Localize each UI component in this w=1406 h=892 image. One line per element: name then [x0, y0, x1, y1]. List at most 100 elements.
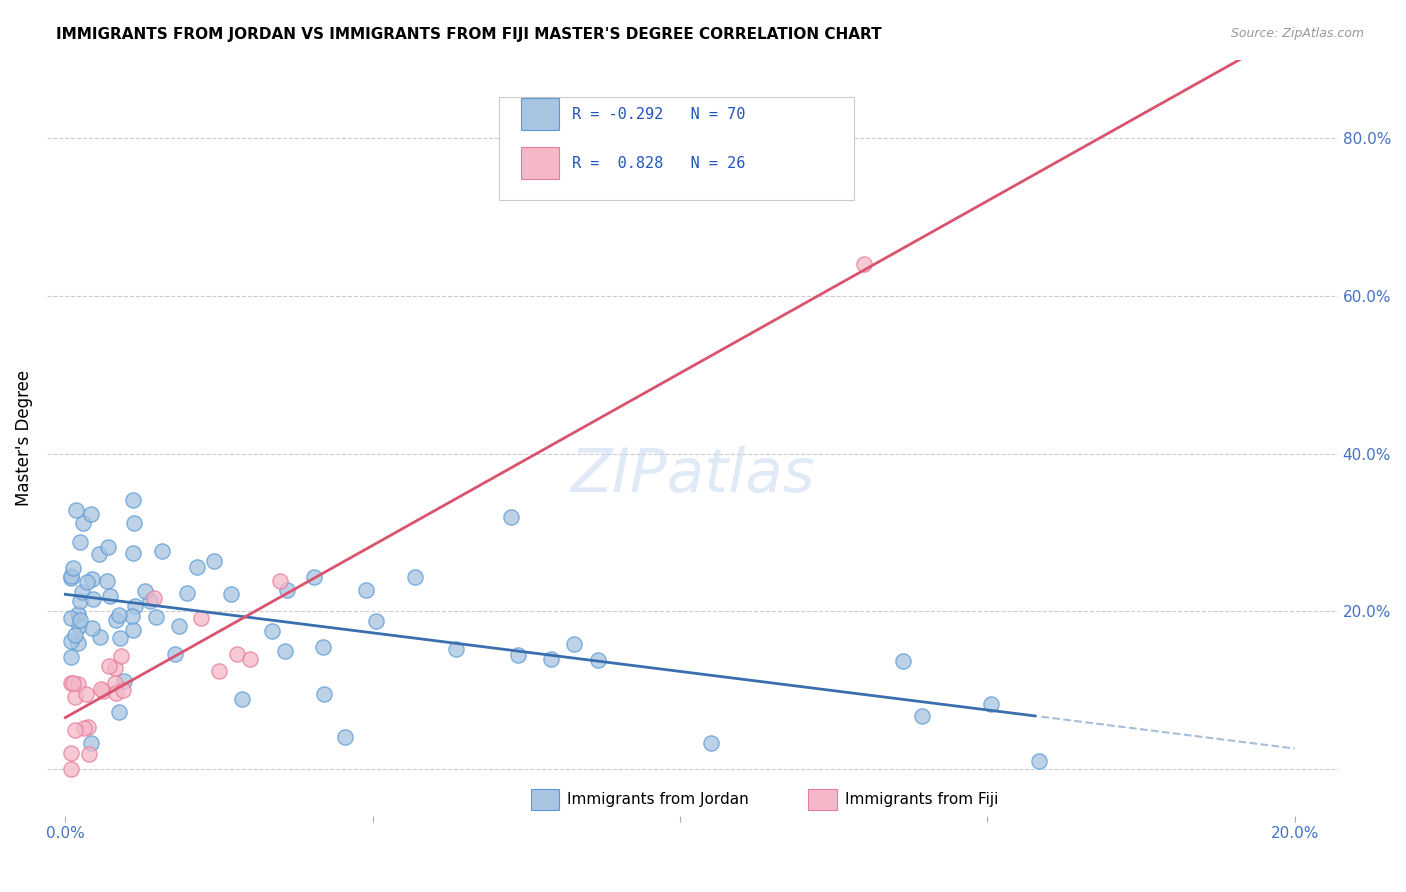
Point — [89, 630, 111, 644]
Point — [190, 611, 212, 625]
Point — [176, 586, 198, 600]
Point — [62, 676, 84, 690]
Point — [354, 583, 377, 598]
Text: Immigrants from Jordan: Immigrants from Jordan — [567, 792, 749, 806]
Point — [108, 631, 131, 645]
Point — [98, 589, 121, 603]
Point — [103, 676, 125, 690]
Point — [269, 574, 291, 588]
FancyBboxPatch shape — [520, 98, 560, 130]
Point — [366, 614, 388, 628]
FancyBboxPatch shape — [499, 97, 853, 200]
Point — [273, 644, 295, 658]
Point — [76, 574, 98, 589]
Point — [80, 507, 103, 521]
Point — [312, 640, 335, 655]
Point — [108, 608, 131, 623]
Text: Immigrants from Fiji: Immigrants from Fiji — [845, 792, 998, 806]
Point — [67, 618, 90, 632]
Point — [60, 746, 83, 760]
Text: R =  0.828   N = 26: R = 0.828 N = 26 — [572, 156, 745, 170]
Point — [276, 582, 298, 597]
Point — [186, 560, 208, 574]
Point — [586, 653, 609, 667]
Point — [75, 687, 97, 701]
Point — [72, 516, 94, 530]
Point — [60, 611, 83, 625]
Point — [60, 633, 83, 648]
Point — [239, 651, 262, 665]
Point — [98, 659, 121, 673]
Text: Source: ZipAtlas.com: Source: ZipAtlas.com — [1230, 27, 1364, 40]
Point — [134, 584, 156, 599]
FancyBboxPatch shape — [531, 789, 560, 810]
FancyBboxPatch shape — [520, 147, 560, 179]
Point — [122, 624, 145, 638]
Text: IMMIGRANTS FROM JORDAN VS IMMIGRANTS FROM FIJI MASTER'S DEGREE CORRELATION CHART: IMMIGRANTS FROM JORDAN VS IMMIGRANTS FRO… — [56, 27, 882, 42]
Point — [124, 516, 146, 530]
Point — [69, 534, 91, 549]
Point — [444, 642, 467, 657]
Point — [152, 544, 174, 558]
Point — [121, 545, 143, 559]
Text: ZIPatlas: ZIPatlas — [569, 446, 814, 505]
Point — [911, 708, 934, 723]
Point — [96, 574, 118, 588]
Point — [333, 730, 356, 744]
Point — [91, 684, 114, 698]
Point — [112, 673, 135, 688]
Point — [97, 541, 120, 555]
Point — [202, 553, 225, 567]
Point — [104, 613, 127, 627]
Point — [139, 594, 162, 608]
Point — [302, 570, 325, 584]
Point — [231, 691, 253, 706]
Point — [508, 648, 530, 663]
Point — [110, 649, 132, 664]
Point — [87, 547, 110, 561]
Point — [90, 682, 112, 697]
Text: R = -0.292   N = 70: R = -0.292 N = 70 — [572, 106, 745, 121]
Point — [221, 587, 243, 601]
Point — [60, 762, 83, 776]
FancyBboxPatch shape — [808, 789, 837, 810]
Point — [76, 721, 98, 735]
Point — [501, 509, 523, 524]
Point — [60, 569, 83, 583]
Point — [891, 654, 914, 668]
Point — [66, 636, 89, 650]
Point — [70, 585, 93, 599]
Point — [262, 624, 284, 638]
Point — [65, 503, 87, 517]
Point — [79, 747, 101, 761]
Point — [404, 570, 426, 584]
Point — [82, 591, 104, 606]
Point — [165, 647, 187, 661]
Point — [121, 492, 143, 507]
Point — [1028, 754, 1050, 768]
Point — [62, 561, 84, 575]
Point — [700, 735, 723, 749]
Point — [143, 591, 166, 605]
Point — [66, 676, 89, 690]
Point — [69, 594, 91, 608]
Point — [65, 723, 87, 737]
Point — [66, 607, 89, 621]
Point — [73, 722, 96, 736]
Point — [167, 619, 190, 633]
Point — [540, 652, 562, 666]
Point — [105, 686, 128, 700]
Point — [104, 661, 127, 675]
Point — [69, 614, 91, 628]
Point — [80, 736, 103, 750]
Point — [562, 637, 585, 651]
Point — [853, 257, 876, 271]
Point — [107, 705, 129, 719]
Point — [60, 571, 83, 585]
Point — [124, 599, 146, 614]
Point — [121, 608, 143, 623]
Point — [226, 647, 249, 661]
Point — [80, 572, 103, 586]
Y-axis label: Master's Degree: Master's Degree — [15, 369, 32, 506]
Point — [980, 698, 1002, 712]
